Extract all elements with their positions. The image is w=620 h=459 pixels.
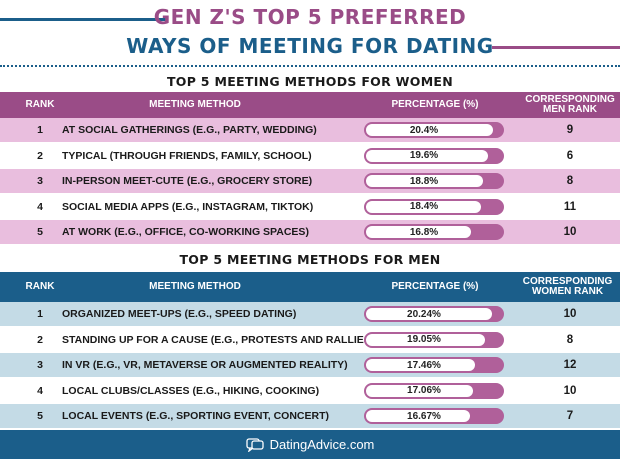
men-header-corresponding: CORRESPONDING WOMEN RANK — [522, 275, 613, 297]
women-row-rank: 2 — [37, 149, 43, 162]
men-percentage-bar: 16.67% — [364, 408, 504, 424]
footer-bar: DatingAdvice.com — [0, 430, 620, 459]
men-percentage-bar-fill — [366, 410, 470, 422]
women-row-rank: 1 — [37, 124, 43, 136]
women-percentage-label: 18.8% — [409, 175, 439, 187]
women-table-row: 1 AT SOCIAL GATHERINGS (E.G., PARTY, WEDD… — [0, 118, 620, 142]
women-row-method: AT WORK (E.G., OFFICE, CO-WORKING SPACES… — [62, 226, 309, 238]
women-row-method: TYPICAL (THROUGH FRIENDS, FAMILY, SCHOOL… — [62, 149, 312, 162]
women-percentage-label: 19.6% — [409, 150, 439, 161]
men-row-rank: 5 — [37, 410, 43, 422]
men-row-corresponding-rank: 8 — [566, 333, 574, 346]
women-row-corresponding-rank: 9 — [566, 124, 574, 136]
women-row-corresponding-rank: 8 — [566, 175, 574, 187]
women-section-title: TOP 5 MEETING METHODS FOR WOMEN — [166, 74, 454, 89]
women-row-method: SOCIAL MEDIA APPS (E.G., INSTAGRAM, TIKT… — [62, 200, 314, 213]
women-percentage-bar: 19.6% — [364, 147, 504, 164]
men-row-method: IN VR (E.G., VR, METAVERSE OR AUGMENTED … — [62, 359, 348, 371]
men-table-row: 4 LOCAL CLUBS/CLASSES (E.G., HIKING, COOK… — [0, 378, 620, 403]
women-header-rank: RANK — [25, 98, 55, 110]
women-row-rank: 4 — [37, 200, 43, 213]
women-row-corresponding-rank: 11 — [563, 200, 577, 213]
women-percentage-bar: 20.4% — [364, 122, 504, 138]
women-table-row: 2 TYPICAL (THROUGH FRIENDS, FAMILY, SCHOO… — [0, 143, 620, 168]
men-percentage-bar: 17.46% — [364, 357, 504, 373]
men-row-method: LOCAL CLUBS/CLASSES (E.G., HIKING, COOKI… — [62, 384, 320, 397]
women-percentage-bar-fill — [366, 226, 471, 238]
men-percentage-label: 20.24% — [407, 308, 441, 320]
men-table-row: 5 LOCAL EVENTS (E.G., SPORTING EVENT, CON… — [0, 404, 620, 428]
men-row-method: STANDING UP FOR A CAUSE (E.G., PROTESTS … — [62, 333, 375, 346]
women-percentage-bar-fill — [366, 175, 483, 187]
men-row-corresponding-rank: 10 — [563, 308, 577, 320]
women-percentage-bar-fill — [366, 200, 481, 213]
men-table-row: 3 IN VR (E.G., VR, METAVERSE OR AUGMENTED… — [0, 353, 620, 377]
men-percentage-bar-fill — [366, 384, 473, 397]
footer-brand: DatingAdvice.com — [269, 437, 375, 452]
men-row-corresponding-rank: 7 — [566, 410, 574, 422]
men-header-method: MEETING METHOD — [149, 280, 241, 292]
men-percentage-bar: 17.06% — [364, 382, 504, 399]
women-percentage-label: 20.4% — [409, 124, 439, 136]
women-row-corresponding-rank: 10 — [563, 226, 577, 238]
women-table-row: 3 IN-PERSON MEET-CUTE (E.G., GROCERY STOR… — [0, 169, 620, 193]
men-row-method: LOCAL EVENTS (E.G., SPORTING EVENT, CONC… — [62, 410, 329, 422]
women-percentage-label: 16.8% — [409, 226, 439, 238]
women-header-method: MEETING METHOD — [149, 98, 241, 110]
women-row-rank: 5 — [37, 226, 43, 238]
dotted-divider — [0, 65, 620, 67]
men-percentage-bar: 20.24% — [364, 306, 504, 322]
women-percentage-bar: 18.4% — [364, 198, 504, 215]
men-table-row: 1 ORGANIZED MEET-UPS (E.G., SPEED DATING)… — [0, 302, 620, 326]
men-table-header: RANK MEETING METHOD PERCENTAGE (%) CORRE… — [0, 272, 620, 302]
men-percentage-label: 17.06% — [407, 385, 441, 396]
women-row-corresponding-rank: 6 — [566, 149, 574, 162]
men-percentage-bar: 19.05% — [364, 331, 504, 348]
men-row-rank: 4 — [37, 384, 43, 397]
women-percentage-bar: 16.8% — [364, 224, 504, 240]
men-row-method: ORGANIZED MEET-UPS (E.G., SPEED DATING) — [62, 308, 297, 320]
women-percentage-bar-fill — [366, 149, 488, 162]
women-row-method: AT SOCIAL GATHERINGS (E.G., PARTY, WEDDI… — [62, 124, 317, 136]
men-percentage-label: 17.46% — [407, 359, 441, 371]
page-title-line-1: GEN Z'S TOP 5 PREFERRED — [153, 5, 467, 29]
men-row-corresponding-rank: 10 — [563, 384, 577, 397]
men-row-rank: 2 — [37, 333, 43, 346]
men-header-rank: RANK — [25, 280, 55, 292]
women-percentage-label: 18.4% — [409, 201, 439, 212]
men-row-rank: 3 — [37, 359, 43, 371]
men-row-corresponding-rank: 12 — [563, 359, 577, 371]
men-section-title: TOP 5 MEETING METHODS FOR MEN — [179, 252, 441, 267]
men-percentage-label: 16.67% — [407, 410, 441, 422]
men-percentage-bar-fill — [366, 333, 485, 346]
hearts-speech-icon — [245, 437, 264, 452]
women-row-method: IN-PERSON MEET-CUTE (E.G., GROCERY STORE… — [62, 175, 313, 187]
women-table-row: 4 SOCIAL MEDIA APPS (E.G., INSTAGRAM, TIK… — [0, 194, 620, 219]
women-table-header: RANK MEETING METHOD PERCENTAGE (%) CORRE… — [0, 92, 620, 118]
women-percentage-bar: 18.8% — [364, 173, 504, 189]
women-header-corresponding: CORRESPONDING MEN RANK — [525, 93, 615, 115]
men-header-percentage: PERCENTAGE (%) — [391, 280, 479, 292]
men-percentage-bar-fill — [366, 308, 492, 320]
women-table-row: 5 AT WORK (E.G., OFFICE, CO-WORKING SPACE… — [0, 220, 620, 244]
page-title-line-2: WAYS OF MEETING FOR DATING — [126, 34, 494, 58]
men-percentage-bar-fill — [366, 359, 475, 371]
women-percentage-bar-fill — [366, 124, 493, 136]
header-decor-line-left — [0, 18, 168, 21]
men-row-rank: 1 — [37, 308, 43, 320]
header-decor-line-right — [492, 46, 620, 49]
men-percentage-label: 19.05% — [407, 334, 441, 345]
women-header-percentage: PERCENTAGE (%) — [391, 98, 479, 110]
men-table-row: 2 STANDING UP FOR A CAUSE (E.G., PROTESTS… — [0, 327, 620, 352]
women-row-rank: 3 — [37, 175, 43, 187]
